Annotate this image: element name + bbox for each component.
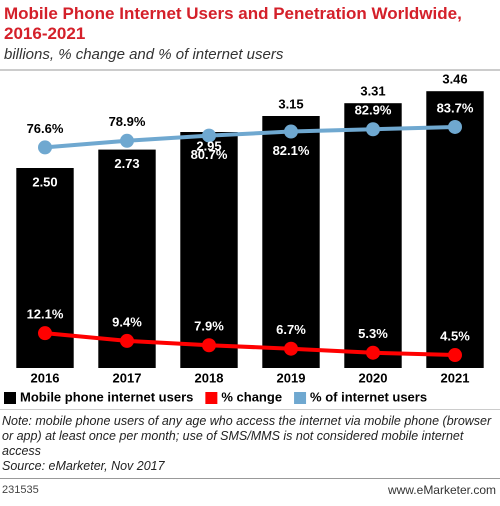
website: www.eMarketer.com <box>387 483 496 497</box>
line-value-label: 5.3% <box>358 326 388 341</box>
bar-value-label: 3.15 <box>278 96 303 111</box>
legend-label: Mobile phone internet users <box>20 389 193 404</box>
line-value-label: 6.7% <box>276 322 306 337</box>
line-value-label: 7.9% <box>194 319 224 334</box>
chart: 2016 2017 2018 2019 2020 2021 2.50 2.73 2.95 3.15… <box>0 69 500 410</box>
legend-swatch <box>4 392 16 404</box>
bar <box>98 149 156 368</box>
x-tick-label: 2016 <box>31 370 60 385</box>
line-value-label: 83.7% <box>437 100 474 115</box>
legend-swatch <box>294 392 307 404</box>
line-point <box>202 338 216 353</box>
line-point <box>120 333 134 348</box>
x-tick-label: 2020 <box>359 370 388 385</box>
chart-id: 231535 <box>2 484 39 496</box>
line-point <box>38 140 52 155</box>
line-value-label: 78.9% <box>109 114 146 129</box>
line-series <box>44 331 456 358</box>
x-tick-label: 2021 <box>441 370 470 385</box>
chart-title: Mobile Phone Internet Users and Penetrat… <box>4 4 462 43</box>
line-value-label: 12.1% <box>27 307 64 322</box>
line-point <box>284 124 298 139</box>
x-tick-label: 2018 <box>195 370 224 385</box>
note: Note: mobile phone users of any age who … <box>2 414 492 458</box>
line-value-label: 9.4% <box>112 314 142 329</box>
line-point <box>284 341 298 356</box>
bar <box>344 103 402 368</box>
bar-value-label: 3.46 <box>442 72 467 87</box>
line-value-label: 4.5% <box>440 328 470 343</box>
line-value-label: 76.6% <box>27 121 64 136</box>
line-value-label: 82.9% <box>355 103 392 118</box>
legend-label: % change <box>221 389 282 404</box>
bar-value-label: 3.31 <box>360 84 385 99</box>
line-point <box>38 326 52 341</box>
line-point <box>120 133 134 148</box>
line-point <box>202 128 216 143</box>
source: Source: eMarketer, Nov 2017 <box>2 459 165 473</box>
line-value-label: 80.7% <box>191 147 228 162</box>
bar-value-label: 2.73 <box>114 156 139 171</box>
legend-swatch <box>205 392 218 404</box>
x-tick-label: 2017 <box>113 370 142 385</box>
bar-value-label: 2.95 <box>196 138 221 153</box>
footer-rule <box>0 478 500 479</box>
bar <box>180 132 238 368</box>
line-point <box>366 345 380 360</box>
line-point <box>448 348 462 363</box>
bar <box>426 91 484 368</box>
line-series <box>44 124 456 150</box>
legend-label: % of internet users <box>310 389 427 404</box>
x-tick-label: 2019 <box>277 370 306 385</box>
bar <box>262 116 320 368</box>
line-point <box>366 122 380 137</box>
chart-subtitle: billions, % change and % of internet use… <box>4 46 284 63</box>
line-value-label: 82.1% <box>273 143 310 158</box>
line-point <box>448 119 462 134</box>
bar-value-label: 2.50 <box>32 174 57 189</box>
